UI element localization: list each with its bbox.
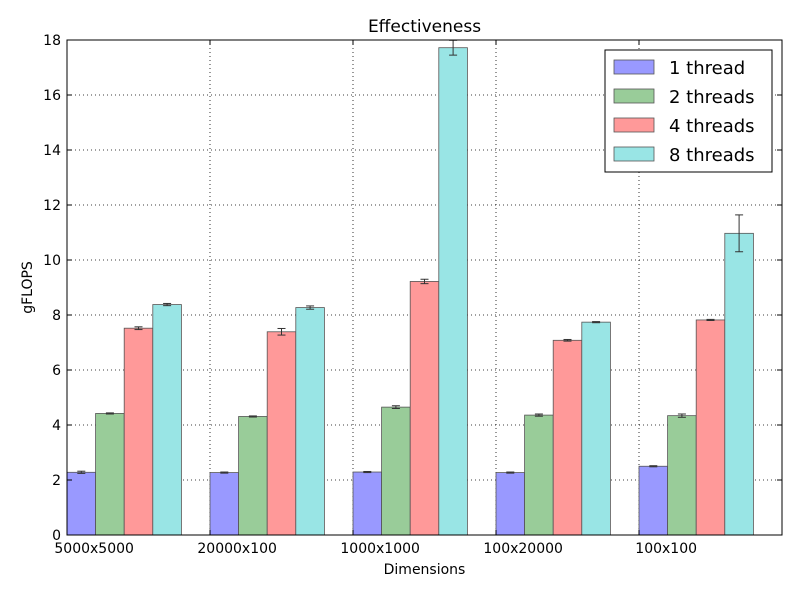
bar [495,472,526,536]
error-bar [248,415,257,418]
chart-title: Effectiveness [368,17,481,37]
legend-swatch [613,59,655,75]
y-tick-label: 10 [43,253,61,269]
bar [667,415,697,536]
error-bar [77,470,86,474]
bar [266,331,297,536]
error-bar [105,412,114,415]
bar [95,413,125,536]
bar [123,327,154,536]
bar [524,414,554,536]
error-bar [649,465,658,468]
bar [581,321,611,536]
bar [552,339,583,536]
legend-swatch [613,88,655,104]
error-bar [534,413,543,417]
y-tick-label: 16 [43,88,61,104]
x-tick-label: 100x100 [635,541,697,557]
y-tick-label: 0 [52,528,61,544]
legend: 1 thread 2 threads 4 threads 8 threads [604,49,773,173]
bar [209,472,240,536]
bar [638,465,669,536]
bar [295,307,325,536]
error-bar [391,405,400,409]
error-bar [420,278,429,285]
error-bar [735,214,744,253]
y-axis-label: gFLOPS [20,261,36,314]
error-bar [277,327,286,336]
bar [438,47,468,536]
error-bar [563,338,572,342]
bar [66,471,97,536]
bar [409,281,440,536]
bar [695,319,726,536]
bar [381,406,411,536]
error-bar [363,470,372,474]
x-tick-label: 5000x5000 [54,541,134,557]
error-bar [163,302,172,307]
bar [724,232,754,536]
error-bar [677,413,686,418]
bar [238,416,268,536]
error-bar [706,318,715,321]
axis-ticks: 0 2 4 6 8 10 12 14 16 18 5000x5000 20000x100 1000x10… [43,33,782,557]
x-tick-label: 100x20000 [483,541,563,557]
x-tick-label: 20000x100 [197,541,277,557]
bar [152,304,182,536]
error-bar [592,321,601,324]
legend-label: 8 threads [669,145,755,166]
bars [66,47,754,536]
y-tick-label: 18 [43,33,61,49]
bar [352,471,383,536]
error-bar [134,326,143,331]
y-tick-label: 14 [43,143,61,159]
legend-swatch [613,117,655,133]
y-tick-label: 12 [43,198,61,214]
legend-label: 1 thread [669,58,745,79]
legend-swatch [613,146,655,162]
y-tick-label: 4 [52,418,61,434]
plot-frame [66,39,783,536]
legend-label: 2 threads [669,87,755,108]
error-bar [220,471,229,474]
error-bar [506,471,515,474]
x-axis-label: Dimensions [384,562,466,578]
legend-label: 4 threads [669,116,755,137]
y-tick-label: 2 [52,473,61,489]
x-tick-label: 1000x1000 [340,541,420,557]
y-tick-label: 6 [52,363,61,379]
y-tick-label: 8 [52,308,61,324]
grid-lines [67,40,782,535]
error-bar [306,305,315,310]
